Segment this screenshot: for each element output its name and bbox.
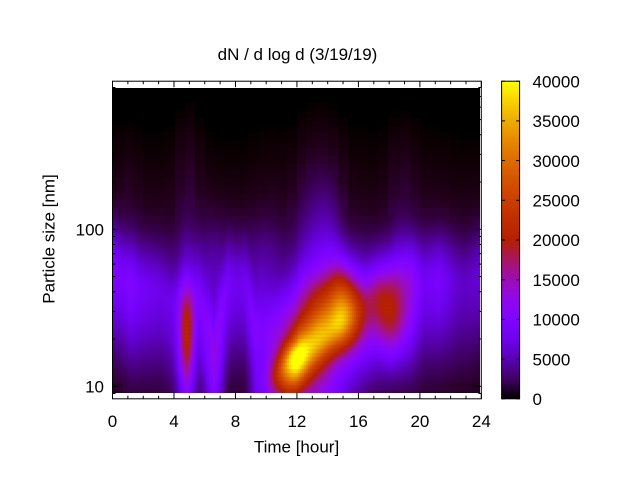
svg-text:Particle size [nm]: Particle size [nm] bbox=[40, 174, 59, 303]
svg-text:8: 8 bbox=[231, 412, 240, 431]
svg-text:12: 12 bbox=[287, 412, 306, 431]
svg-text:Time [hour]: Time [hour] bbox=[254, 438, 339, 457]
svg-text:30000: 30000 bbox=[533, 152, 580, 171]
svg-text:40000: 40000 bbox=[533, 72, 580, 91]
svg-text:5000: 5000 bbox=[533, 350, 571, 369]
svg-text:16: 16 bbox=[349, 412, 368, 431]
svg-text:4: 4 bbox=[169, 412, 178, 431]
svg-text:25000: 25000 bbox=[533, 192, 580, 211]
svg-text:0: 0 bbox=[533, 390, 542, 409]
svg-text:20: 20 bbox=[410, 412, 429, 431]
svg-text:10: 10 bbox=[85, 378, 104, 397]
svg-text:100: 100 bbox=[76, 221, 104, 240]
svg-text:dN / d log d (3/19/19): dN / d log d (3/19/19) bbox=[218, 45, 378, 64]
svg-text:20000: 20000 bbox=[533, 231, 580, 250]
svg-text:35000: 35000 bbox=[533, 112, 580, 131]
svg-text:15000: 15000 bbox=[533, 271, 580, 290]
svg-text:24: 24 bbox=[472, 412, 491, 431]
svg-text:10000: 10000 bbox=[533, 311, 580, 330]
svg-text:0: 0 bbox=[108, 412, 117, 431]
